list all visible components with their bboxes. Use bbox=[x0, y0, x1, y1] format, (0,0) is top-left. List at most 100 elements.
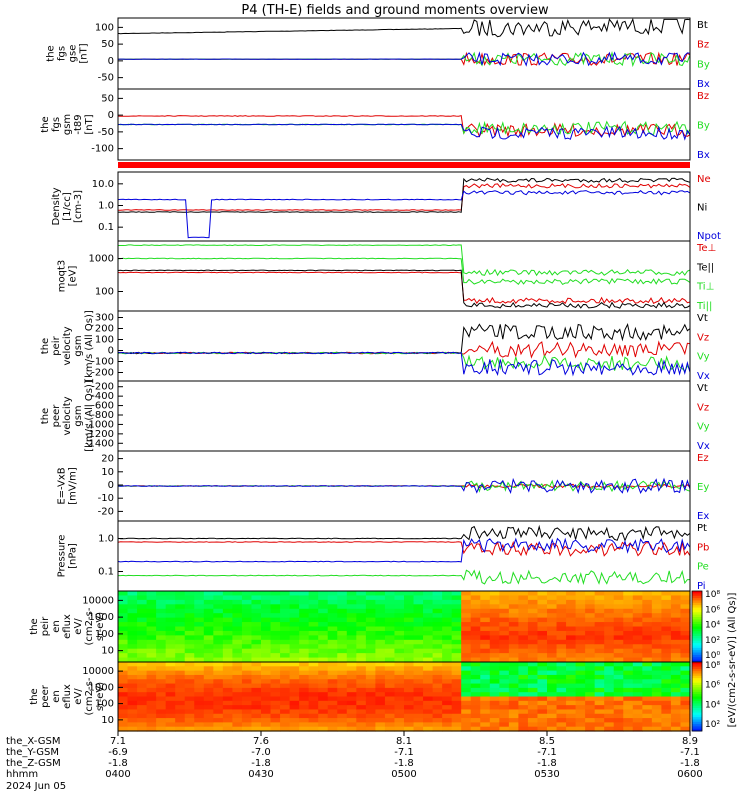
colorbar-tick-label: 10⁶ bbox=[705, 605, 720, 615]
legend-label: Pe bbox=[697, 562, 709, 573]
y-tick-label: 0 bbox=[108, 480, 114, 491]
spectrogram-cell bbox=[232, 599, 243, 605]
y-tick-label: 10 bbox=[101, 467, 114, 478]
spectrogram-cell bbox=[184, 595, 195, 601]
spectrogram-cell bbox=[499, 595, 510, 601]
spectrogram-cell bbox=[270, 622, 281, 628]
spectrogram-cell bbox=[508, 687, 519, 693]
spectrogram-cell bbox=[241, 726, 253, 732]
spectrogram-cell bbox=[241, 595, 253, 601]
spectrogram-cell bbox=[489, 604, 500, 610]
ephemeris-value: -1.8 bbox=[108, 758, 128, 769]
spectrogram-cell bbox=[213, 696, 224, 702]
spectrogram-cell bbox=[384, 599, 396, 605]
spectrogram-cell bbox=[137, 674, 148, 680]
spectrogram-cell bbox=[632, 705, 643, 711]
y-tick-label: 20 bbox=[101, 454, 114, 465]
ephemeris-value: -1.8 bbox=[251, 758, 271, 769]
spectrogram-cell bbox=[423, 713, 434, 719]
spectrogram-cell bbox=[575, 626, 586, 632]
y-tick-label: 10 bbox=[101, 646, 114, 657]
spectrogram-cell bbox=[127, 626, 138, 632]
spectrogram-cell bbox=[222, 639, 233, 645]
spectrogram-cell bbox=[241, 644, 253, 650]
spectrogram-cell bbox=[432, 705, 443, 711]
spectrogram-cell bbox=[489, 595, 500, 601]
spectrogram-cell bbox=[251, 705, 262, 711]
spectrogram-cell bbox=[489, 705, 500, 711]
spectrogram-cell bbox=[203, 604, 214, 610]
spectrogram-cell bbox=[537, 653, 548, 659]
spectrogram-cell bbox=[299, 608, 310, 614]
spectrogram-cell bbox=[556, 696, 567, 702]
spectrogram-cell bbox=[137, 696, 148, 702]
spectrogram-cell bbox=[299, 604, 310, 610]
spectrogram-cell bbox=[518, 595, 529, 601]
spectrogram-cell bbox=[146, 726, 157, 732]
series-line-Ni bbox=[117, 177, 691, 213]
spectrogram-cell bbox=[337, 700, 348, 706]
spectrogram-cell bbox=[661, 683, 672, 689]
y-axis-label-line: en bbox=[51, 620, 62, 633]
spectrogram-cell bbox=[461, 648, 472, 654]
spectrogram-cell bbox=[556, 626, 567, 632]
spectrogram-cell bbox=[518, 608, 529, 614]
y-axis-label-line: [1/cc] bbox=[62, 192, 73, 221]
spectrogram-cell bbox=[470, 639, 481, 645]
spectrogram-cell bbox=[661, 595, 672, 601]
spectrogram-cell bbox=[232, 595, 243, 601]
spectrogram-cell bbox=[508, 644, 519, 650]
spectrogram-cell bbox=[670, 713, 682, 719]
spectrogram-cell bbox=[127, 657, 138, 663]
spectrogram-cell bbox=[118, 687, 129, 693]
spectrogram-cell bbox=[194, 674, 205, 680]
spectrogram-cell bbox=[337, 679, 348, 685]
spectrogram-cell bbox=[585, 599, 596, 605]
spectrogram-cell bbox=[137, 670, 148, 676]
y-axis-label-line: fgs bbox=[57, 46, 68, 61]
spectrogram-cell bbox=[432, 626, 443, 632]
spectrogram-cell bbox=[299, 700, 310, 706]
spectrogram-cell bbox=[527, 705, 539, 711]
spectrogram-cell bbox=[384, 713, 396, 719]
spectrogram-cell bbox=[575, 718, 586, 723]
spectrogram-cell bbox=[680, 599, 691, 605]
spectrogram-cell bbox=[146, 599, 157, 605]
spectrogram-cell bbox=[175, 718, 186, 723]
legend-label: Bt bbox=[697, 20, 708, 31]
spectrogram-cell bbox=[489, 670, 500, 676]
spectrogram-cell bbox=[623, 713, 634, 719]
spectrogram-cell bbox=[480, 700, 491, 706]
spectrogram-cell bbox=[384, 662, 396, 667]
spectrogram-cell bbox=[537, 613, 548, 619]
spectrogram-cell bbox=[470, 692, 481, 698]
ephemeris-value: 0600 bbox=[677, 769, 702, 780]
spectrogram-cell bbox=[566, 591, 577, 597]
spectrogram-cell bbox=[289, 722, 300, 728]
spectrogram-cell bbox=[394, 713, 405, 719]
spectrogram-cell bbox=[156, 666, 167, 672]
spectrogram-cell bbox=[241, 713, 253, 719]
spectrogram-cell bbox=[365, 670, 376, 676]
spectrogram-cell bbox=[346, 617, 357, 623]
spectrogram-cell bbox=[356, 722, 367, 728]
spectrogram-cell bbox=[365, 626, 376, 632]
spectrogram-cell bbox=[680, 666, 691, 672]
spectrogram-cell bbox=[594, 653, 605, 659]
spectrogram-cell bbox=[480, 709, 491, 715]
spectrogram-cell bbox=[203, 648, 214, 654]
spectrogram-cell bbox=[623, 626, 634, 632]
spectrogram-cell bbox=[575, 666, 586, 672]
colorbar-segment bbox=[692, 647, 702, 651]
spectrogram-cell bbox=[470, 696, 481, 702]
y-axis-label-line: -t89 bbox=[73, 114, 84, 134]
spectrogram-cell bbox=[613, 595, 624, 601]
spectrogram-cell bbox=[175, 670, 186, 676]
spectrogram-cell bbox=[299, 692, 310, 698]
spectrogram-cell bbox=[308, 591, 319, 597]
spectrogram-cell bbox=[175, 692, 186, 698]
spectrogram-cell bbox=[337, 622, 348, 628]
spectrogram-cell bbox=[318, 657, 329, 663]
spectrogram-cell bbox=[384, 591, 396, 597]
spectrogram-cell bbox=[327, 674, 338, 680]
